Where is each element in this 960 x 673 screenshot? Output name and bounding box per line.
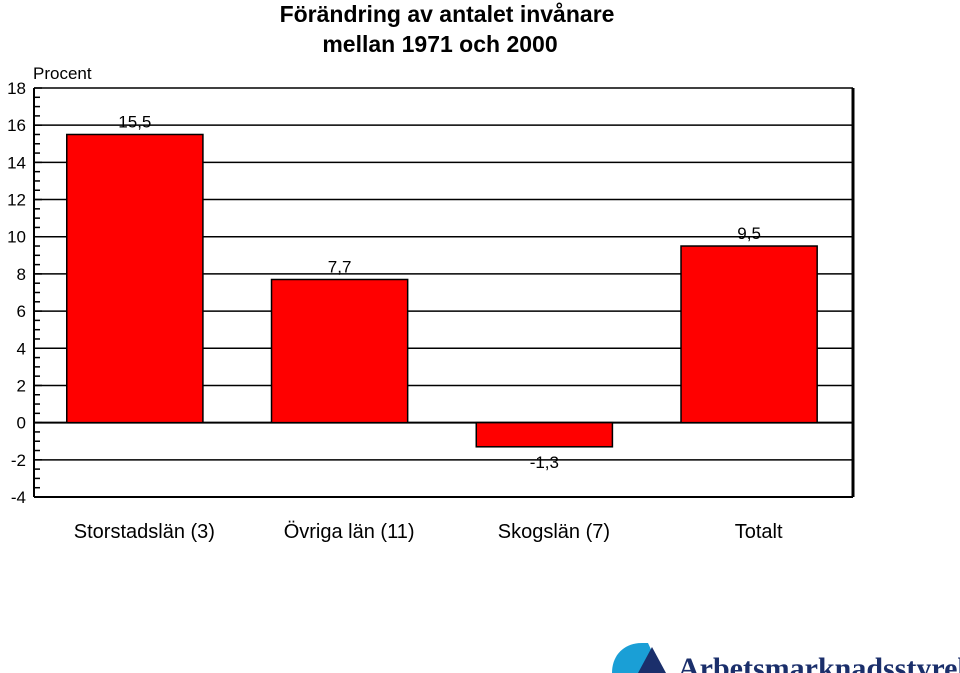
data-label: 15,5 — [118, 112, 151, 131]
data-label: 9,5 — [737, 224, 761, 243]
bar — [66, 133, 204, 424]
bars — [66, 133, 818, 448]
logo-wordmark: Arbetsmarknadsstyrelsen — [678, 652, 960, 673]
y-tick-label: 2 — [17, 376, 26, 395]
y-tick-label: 6 — [17, 302, 26, 321]
y-tick-label: 16 — [7, 116, 26, 135]
logo-triangle-icon — [638, 647, 666, 673]
x-tick-label: Totalt — [735, 521, 783, 543]
y-axis: 18 16 14 12 10 8 6 4 2 0 -2 -4 — [7, 79, 42, 507]
data-label: 7,7 — [328, 257, 352, 276]
y-tick-label: -4 — [11, 488, 26, 507]
y-tick-label: 14 — [7, 153, 26, 172]
x-axis: Storstadslän (3) Övriga län (11) Skogslän … — [74, 521, 783, 543]
y-axis-label: Procent — [33, 64, 92, 83]
x-tick-label: Storstadslän (3) — [74, 521, 215, 543]
y-tick-label: 8 — [17, 265, 26, 284]
y-tick-label: 0 — [17, 414, 26, 433]
bar — [475, 421, 614, 448]
y-tick-label: 12 — [7, 191, 26, 210]
data-label: -1,3 — [530, 453, 559, 472]
x-tick-label: Övriga län (11) — [284, 521, 415, 543]
arbetsmarknadsstyrelsen-logo: Arbetsmarknadsstyrelsen — [612, 643, 960, 673]
value-labels: 15,5 7,7 -1,3 9,5 — [118, 112, 761, 471]
bar — [680, 245, 818, 424]
chart-title-line1: Förändring av antalet invånare — [280, 1, 615, 27]
y-tick-label: 10 — [7, 228, 26, 247]
chart-title-line2: mellan 1971 och 2000 — [322, 31, 557, 57]
y-tick-label: 4 — [17, 339, 26, 358]
bar — [270, 278, 409, 424]
y-tick-label: 18 — [7, 79, 26, 98]
x-tick-label: Skogslän (7) — [498, 521, 610, 543]
y-tick-label: -2 — [11, 451, 26, 470]
